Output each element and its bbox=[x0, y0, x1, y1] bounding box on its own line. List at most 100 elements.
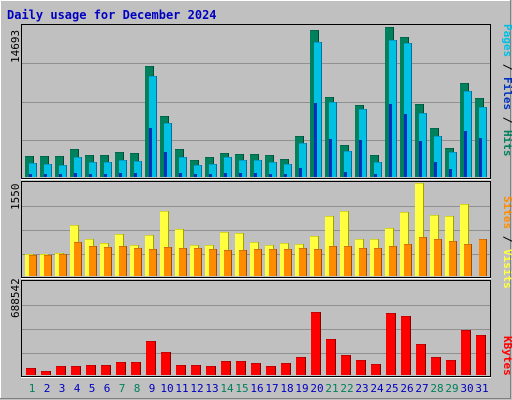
visits-panel: 1550 Sites / Visits bbox=[9, 181, 512, 289]
sites-bar-day-27 bbox=[419, 237, 427, 276]
kbytes-bar-day-27-shade bbox=[425, 344, 426, 375]
kbytes-bar-day-13 bbox=[206, 366, 216, 375]
sites-bar-day-3-shade bbox=[66, 254, 67, 276]
kbytes-bar-day-10-cap bbox=[161, 352, 171, 353]
files-bar-day-26-shade bbox=[411, 43, 412, 177]
sites-bar-day-24-cap bbox=[374, 248, 382, 249]
sites-bar-day-9-shade bbox=[156, 249, 157, 276]
files-bar-day-29-cap bbox=[449, 152, 457, 153]
kbytes-bar-day-23 bbox=[356, 360, 366, 375]
visits-bar-day-12-cap bbox=[190, 245, 199, 246]
pages-bar-day-17-cap bbox=[269, 174, 272, 175]
sites-bar-day-22-shade bbox=[351, 246, 352, 276]
visits-bar-day-26-cap bbox=[400, 212, 409, 213]
files-bar-day-10-cap bbox=[164, 123, 172, 124]
kbytes-bar-day-3 bbox=[56, 366, 66, 375]
pages-bar-day-24-shade bbox=[376, 174, 377, 177]
hits-bar-day-8-cap bbox=[130, 153, 139, 154]
sites-bar-day-23-shade bbox=[366, 248, 367, 276]
pages-bar-day-10 bbox=[164, 152, 167, 177]
day-label-1: 1 bbox=[29, 382, 36, 395]
sites-bar-day-23 bbox=[359, 248, 367, 276]
files-bar-day-18-cap bbox=[284, 164, 292, 165]
kbytes-bar-day-12-cap bbox=[191, 365, 201, 366]
kbytes-bar-day-2-shade bbox=[50, 371, 51, 375]
pages-bar-day-17-shade bbox=[271, 174, 272, 177]
files-bar-day-20 bbox=[314, 42, 322, 177]
hits-bar-day-7-cap bbox=[115, 152, 124, 153]
day-label-16: 16 bbox=[250, 382, 263, 395]
sites-bar-day-31 bbox=[479, 239, 487, 276]
kbytes-bar-day-30-shade bbox=[470, 330, 471, 375]
pages-bar-day-2-cap bbox=[44, 174, 47, 175]
pages-bar-day-22-shade bbox=[346, 172, 347, 177]
pages-bar-day-18-cap bbox=[284, 174, 287, 175]
visits-bar-day-30-cap bbox=[460, 204, 469, 205]
visits-bar-day-30-shade bbox=[468, 204, 469, 276]
kbytes-bar-day-22-cap bbox=[341, 355, 351, 356]
pages-bar-day-5 bbox=[89, 174, 92, 177]
pages-bar-day-12-shade bbox=[196, 174, 197, 177]
files-bar-day-16-shade bbox=[261, 160, 262, 177]
pages-bar-day-30-cap bbox=[464, 131, 467, 132]
kbytes-bar-day-12 bbox=[191, 365, 201, 375]
hits-bar-day-28-cap bbox=[430, 128, 439, 129]
sites-bar-day-19-shade bbox=[306, 248, 307, 276]
sites-bar-day-19 bbox=[299, 248, 307, 276]
visits-bar-day-30 bbox=[460, 204, 469, 276]
kbytes-legend: KBytes bbox=[501, 336, 512, 376]
files-bar-day-19-shade bbox=[306, 143, 307, 177]
pages-bar-day-10-shade bbox=[166, 152, 167, 177]
visits-bar-day-16-cap bbox=[250, 242, 259, 243]
pages-bar-day-9 bbox=[149, 128, 152, 177]
files-bar-day-6 bbox=[104, 162, 112, 177]
kbytes-bar-day-8 bbox=[131, 362, 141, 375]
kbytes-bar-day-11 bbox=[176, 365, 186, 375]
pages-bar-day-4-shade bbox=[76, 173, 77, 177]
day-label-29: 29 bbox=[445, 382, 458, 395]
pages-bar-day-15-shade bbox=[241, 173, 242, 177]
hits-bar-day-11-cap bbox=[175, 149, 184, 150]
kbytes-bar-day-16-shade bbox=[260, 363, 261, 375]
kbytes-bar-day-9-shade bbox=[155, 341, 156, 375]
pages-bar-day-20 bbox=[314, 103, 317, 177]
files-bar-day-27 bbox=[419, 113, 427, 177]
sites-bar-day-18 bbox=[284, 249, 292, 276]
files-bar-day-26 bbox=[404, 43, 412, 177]
files-bar-day-24-shade bbox=[381, 162, 382, 177]
files-bar-day-7-shade bbox=[126, 160, 127, 177]
visits-bar-day-14-cap bbox=[220, 232, 229, 233]
day-label-3: 3 bbox=[59, 382, 66, 395]
day-label-12: 12 bbox=[190, 382, 203, 395]
sites-bar-day-12-shade bbox=[201, 248, 202, 276]
kbytes-bar-day-28-cap bbox=[431, 357, 441, 358]
kbytes-bar-day-1-cap bbox=[26, 368, 36, 369]
day-label-18: 18 bbox=[280, 382, 293, 395]
files-bar-day-10 bbox=[164, 123, 172, 177]
files-bar-day-25-shade bbox=[396, 40, 397, 177]
pages-bar-day-26-cap bbox=[404, 114, 407, 115]
legend-pages: Pages bbox=[501, 24, 512, 57]
sites-bar-day-28-shade bbox=[441, 239, 442, 276]
kbytes-bar-day-6-shade bbox=[110, 365, 111, 375]
files-bar-day-4 bbox=[74, 157, 82, 177]
hits-bar-day-14-cap bbox=[220, 153, 229, 154]
pages-bar-day-24-cap bbox=[374, 174, 377, 175]
hits-bar-day-18-cap bbox=[280, 159, 289, 160]
files-bar-day-13-cap bbox=[209, 164, 217, 165]
pages-bar-day-15 bbox=[239, 173, 242, 177]
day-label-17: 17 bbox=[265, 382, 278, 395]
sites-bar-day-1-shade bbox=[36, 255, 37, 276]
files-bar-day-11 bbox=[179, 157, 187, 177]
hits-bar-day-6-cap bbox=[100, 155, 109, 156]
kbytes-bar-day-15 bbox=[236, 361, 246, 375]
pages-bar-day-17 bbox=[269, 174, 272, 177]
kbytes-bar-day-21 bbox=[326, 339, 336, 375]
sites-bar-day-4-cap bbox=[74, 242, 82, 243]
sites-bar-day-7-cap bbox=[119, 246, 127, 247]
sites-bar-day-6 bbox=[104, 247, 112, 276]
sites-bar-day-7-shade bbox=[126, 246, 127, 276]
pages-bar-day-27-cap bbox=[419, 141, 422, 142]
hits-bar-day-4-cap bbox=[70, 149, 79, 150]
files-bar-day-17-shade bbox=[276, 162, 277, 177]
